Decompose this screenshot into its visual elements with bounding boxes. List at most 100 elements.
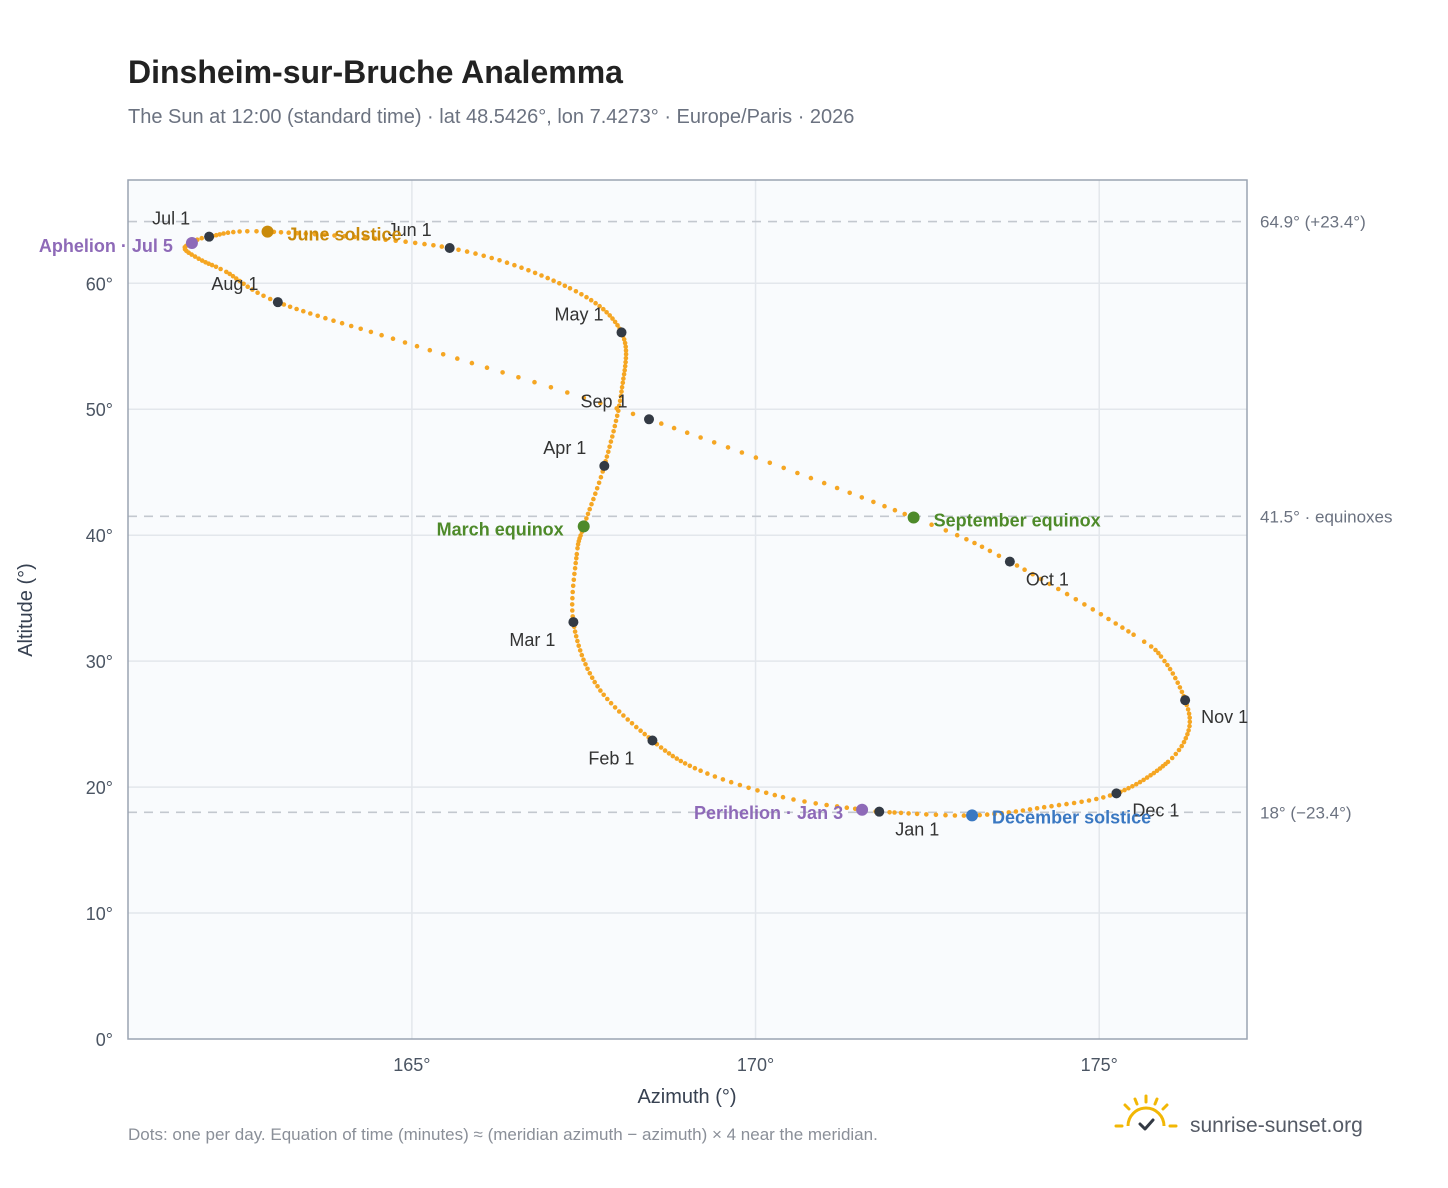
daily-dot: [572, 629, 578, 634]
month-marker-label: Nov 1: [1201, 707, 1248, 727]
daily-dot: [616, 709, 622, 714]
daily-dot: [597, 303, 602, 309]
daily-dot: [1167, 666, 1173, 672]
daily-dot: [1098, 612, 1104, 617]
daily-dot: [431, 243, 436, 248]
month-marker-label: Dec 1: [1132, 800, 1179, 820]
daily-dot: [614, 406, 619, 411]
daily-dot: [570, 608, 575, 613]
daily-dot: [250, 287, 255, 292]
month-marker-dot: [568, 617, 579, 628]
daily-dot: [1141, 777, 1146, 783]
daily-dot: [213, 264, 219, 270]
daily-dot: [821, 480, 827, 486]
daily-dot: [308, 311, 313, 316]
daily-dot: [598, 474, 604, 480]
daily-dot: [1185, 732, 1190, 737]
daily-dot: [711, 440, 717, 445]
month-marker-dot: [644, 414, 655, 425]
month-marker-label: Mar 1: [509, 630, 555, 650]
daily-dot: [209, 262, 215, 268]
daily-dot: [571, 577, 577, 583]
daily-dot: [943, 812, 948, 818]
daily-dot: [379, 332, 384, 338]
daily-dot: [802, 799, 807, 804]
daily-dot: [589, 501, 594, 507]
daily-dot: [575, 638, 580, 644]
daily-dot: [1027, 807, 1033, 812]
daily-dot: [1175, 680, 1180, 685]
daily-dot: [1185, 707, 1191, 712]
month-marker-label: Jun 1: [388, 220, 432, 240]
daily-dot: [1173, 675, 1178, 681]
reference-lines: 64.9° (+23.4°) 41.5° · equinoxes 18° (−23.…: [128, 213, 1393, 822]
daily-dot: [847, 490, 852, 496]
daily-dot: [504, 260, 510, 266]
daily-dot: [245, 284, 250, 290]
daily-dot: [678, 758, 684, 764]
month-marker-label: Jan 1: [895, 820, 939, 840]
chart-subtitle: The Sun at 12:00 (standard time) · lat 4…: [128, 106, 854, 128]
daily-dot: [613, 418, 619, 424]
y-tick-label: 60°: [86, 274, 113, 294]
daily-dot: [882, 503, 887, 509]
x-axis-ticks: 165° 170° 175°: [393, 1055, 1118, 1075]
daily-dot: [1082, 602, 1087, 607]
daily-dot: [612, 705, 618, 710]
daily-dot: [403, 239, 408, 244]
month-marker-dot: [204, 231, 215, 242]
daily-dot: [584, 516, 589, 521]
daily-dot: [601, 306, 606, 312]
event-marker-dot: [577, 520, 590, 533]
daily-dot: [1151, 770, 1157, 776]
daily-dot: [605, 696, 610, 702]
daily-dot: [1049, 803, 1054, 809]
daily-dot: [1041, 804, 1047, 810]
daily-dot: [1134, 781, 1139, 787]
daily-dot: [621, 337, 627, 342]
daily-dot: [383, 237, 388, 242]
month-marker-label: Jul 1: [152, 209, 190, 229]
daily-dot: [698, 768, 703, 773]
daily-dot: [1187, 723, 1192, 729]
y-axis-ticks: 0° 10° 20° 30° 40° 50° 60°: [86, 274, 113, 1050]
grid-lines: [128, 180, 1247, 1039]
daily-dot: [1014, 563, 1020, 568]
daily-dot: [1056, 802, 1062, 808]
daily-dot: [984, 812, 990, 817]
daily-dot: [217, 232, 222, 237]
daily-dot: [234, 276, 239, 281]
daily-dot: [622, 340, 628, 346]
daily-dot: [621, 376, 626, 381]
daily-dot: [1006, 810, 1012, 815]
daily-dot: [859, 495, 865, 500]
daily-dot: [662, 748, 668, 753]
daily-dot: [622, 367, 627, 373]
daily-dot: [440, 352, 446, 357]
daily-dot: [267, 296, 273, 302]
daily-dot: [1181, 739, 1187, 745]
daily-dot: [698, 435, 703, 440]
daily-dot: [791, 797, 796, 802]
event-marker-label: December solstice: [992, 807, 1151, 827]
daily-dot: [562, 283, 568, 289]
daily-dot: [231, 229, 236, 235]
event-marker-dot: [261, 225, 274, 238]
daily-dot: [623, 359, 628, 365]
daily-dot: [1020, 808, 1026, 813]
daily-dot: [1173, 751, 1179, 757]
daily-dot: [642, 731, 647, 737]
daily-dot: [929, 522, 934, 527]
daily-dot: [898, 810, 904, 816]
daily-dot: [1177, 685, 1183, 690]
daily-dot: [545, 275, 550, 281]
daily-dot: [589, 675, 595, 680]
daily-dot: [473, 251, 478, 256]
daily-dot: [585, 511, 591, 517]
daily-dot: [393, 238, 399, 243]
daily-dot: [332, 233, 337, 238]
daily-dot: [572, 566, 578, 571]
event-markers: June solstice Aphelion · Jul 5 March equin…: [39, 225, 1151, 828]
daily-dot: [587, 506, 592, 512]
daily-dot: [630, 411, 636, 417]
